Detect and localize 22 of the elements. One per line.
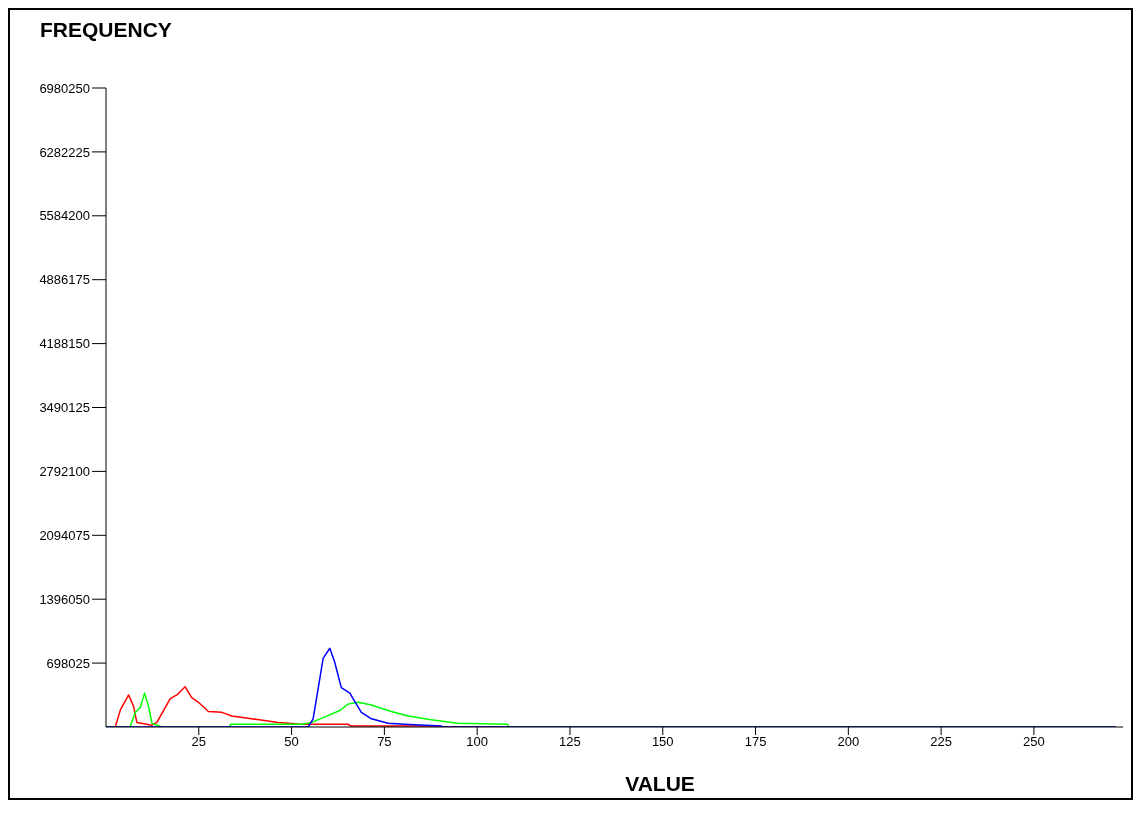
y-tick-label: 3490125: [39, 400, 90, 416]
y-tick-label: 5584200: [39, 208, 90, 224]
y-axis-title: FREQUENCY: [40, 18, 172, 42]
x-tick-label: 75: [377, 734, 392, 750]
x-tick-label: 225: [930, 734, 952, 750]
y-tick-label: 1396050: [39, 591, 90, 607]
x-tick-label: 200: [837, 734, 860, 750]
x-tick-label: 25: [191, 734, 207, 750]
y-tick-label: 2094075: [39, 527, 90, 543]
x-tick-label: 125: [559, 734, 581, 750]
x-tick-label: 100: [466, 734, 489, 750]
x-tick-label: 150: [651, 734, 674, 750]
x-tick-label: 250: [1023, 734, 1045, 750]
y-tick-label: 698025: [46, 655, 90, 671]
y-tick-label: 6980250: [39, 80, 90, 96]
y-tick-label: 6282225: [39, 144, 90, 160]
x-tick-label: 175: [744, 734, 767, 750]
y-tick-label: 4188150: [39, 336, 90, 352]
x-axis-title: VALUE: [624, 772, 696, 796]
y-tick-label: 2792100: [39, 464, 90, 480]
y-tick-label: 4886175: [39, 272, 90, 288]
x-tick-label: 50: [284, 734, 299, 750]
